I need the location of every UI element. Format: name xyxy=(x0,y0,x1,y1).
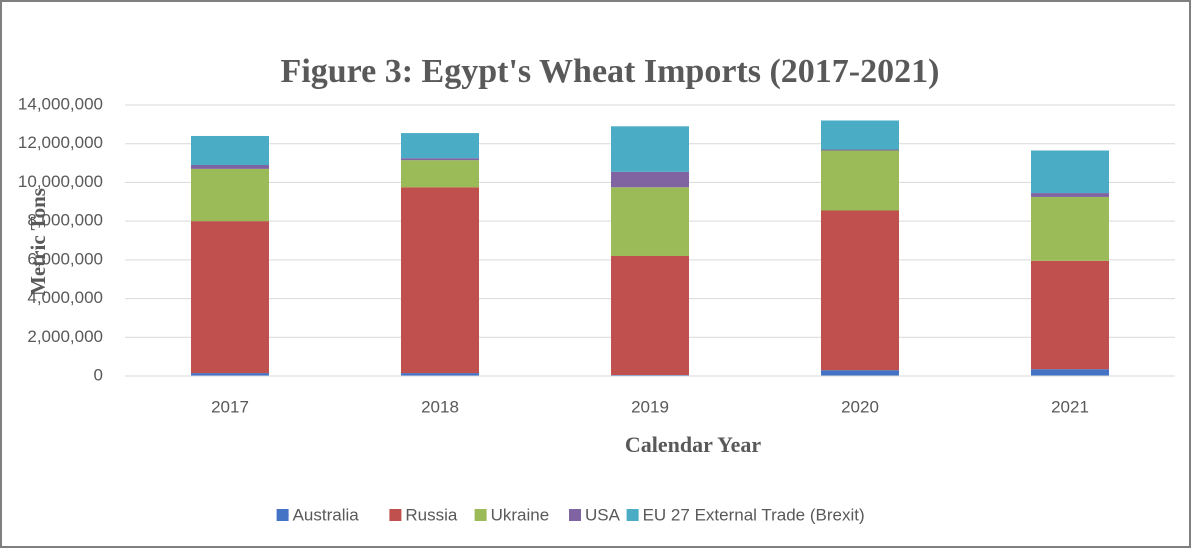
x-tick-label: 2020 xyxy=(841,397,879,416)
y-tick-label: 10,000,000 xyxy=(18,172,103,191)
y-tick-label: 8,000,000 xyxy=(27,211,103,230)
bar-segment xyxy=(821,120,899,150)
legend-swatch xyxy=(276,509,289,521)
y-tick-label: 6,000,000 xyxy=(27,249,103,268)
bar-segment xyxy=(401,158,479,161)
x-tick-label: 2021 xyxy=(1051,397,1089,416)
bar-segment xyxy=(1031,260,1109,370)
legend-swatch xyxy=(626,509,639,521)
legend-swatch xyxy=(474,509,487,521)
bar-segment xyxy=(1031,369,1109,376)
bar-segment xyxy=(401,133,479,159)
legend-label: Russia xyxy=(405,505,458,524)
bar-segment xyxy=(191,135,269,166)
bar-segment xyxy=(611,255,689,376)
legend-swatch xyxy=(389,509,402,521)
legend-swatch xyxy=(569,509,581,521)
legend-label: EU 27 External Trade (Brexit) xyxy=(643,505,865,524)
bar-segment xyxy=(191,165,269,169)
y-axis-label: Metric Tons xyxy=(26,188,50,296)
bar-segment xyxy=(191,221,269,374)
legend-label: Ukraine xyxy=(491,505,550,524)
bar-segment xyxy=(401,187,479,374)
bar-segment xyxy=(821,370,899,376)
bar-segment xyxy=(401,373,479,376)
bar-segment xyxy=(1031,193,1109,197)
y-tick-label: 4,000,000 xyxy=(27,288,103,307)
bar-segment xyxy=(401,160,479,188)
bar-segment xyxy=(821,210,899,371)
legend-label: USA xyxy=(585,505,621,524)
bar-segment xyxy=(611,171,689,188)
legend-label: Australia xyxy=(293,505,360,524)
y-tick-label: 14,000,000 xyxy=(18,94,103,113)
bar-segment xyxy=(611,126,689,172)
bar-segment xyxy=(1031,196,1109,261)
bar-segment xyxy=(191,373,269,376)
x-tick-label: 2017 xyxy=(211,397,249,416)
bar-segment xyxy=(191,168,269,222)
chart-title: Figure 3: Egypt's Wheat Imports (2017-20… xyxy=(281,53,940,90)
y-tick-label: 2,000,000 xyxy=(27,327,103,346)
y-tick-label: 12,000,000 xyxy=(18,133,103,152)
x-tick-label: 2019 xyxy=(631,397,669,416)
bar-segment xyxy=(1031,150,1109,194)
bar-segment xyxy=(611,187,689,256)
bar-segment xyxy=(821,150,899,211)
y-tick-label: 0 xyxy=(94,365,103,384)
bar-segment xyxy=(821,149,899,151)
x-axis-label: Calendar Year xyxy=(625,432,762,457)
x-tick-label: 2018 xyxy=(421,397,459,416)
